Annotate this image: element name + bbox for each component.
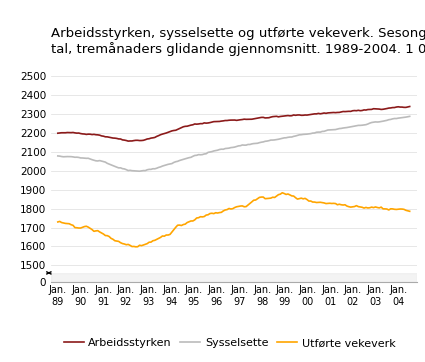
Sysselsette — [407, 114, 412, 118]
Arbeidsstyrken — [326, 111, 331, 115]
Sysselsette — [137, 169, 142, 173]
Utførte vekeverk — [133, 245, 139, 249]
Line: Arbeidsstyrken: Arbeidsstyrken — [58, 106, 410, 141]
Bar — [51, 273, 416, 282]
Arbeidsstyrken — [276, 115, 281, 119]
Utførte vekeverk — [276, 193, 281, 197]
Arbeidsstyrken — [126, 139, 131, 143]
Utførte vekeverk — [224, 207, 230, 212]
Text: Arbeidsstyrken, sysselsette og utførte vekeverk. Sesongjusterte
tal, tremånaders: Arbeidsstyrken, sysselsette og utførte v… — [51, 27, 425, 56]
Legend: Arbeidsstyrken, Sysselsette, Utførte vekeverk: Arbeidsstyrken, Sysselsette, Utførte vek… — [59, 334, 400, 353]
Utførte vekeverk — [327, 201, 332, 205]
Arbeidsstyrken — [108, 136, 113, 140]
Sysselsette — [108, 163, 113, 167]
Sysselsette — [55, 154, 60, 158]
Sysselsette — [224, 146, 230, 151]
Line: Utførte vekeverk: Utførte vekeverk — [58, 193, 410, 247]
Sysselsette — [261, 140, 266, 144]
Utførte vekeverk — [108, 236, 113, 241]
Sysselsette — [380, 119, 385, 123]
Utførte vekeverk — [280, 191, 285, 195]
Utførte vekeverk — [407, 209, 412, 214]
Arbeidsstyrken — [407, 104, 412, 109]
Arbeidsstyrken — [224, 118, 230, 123]
Line: Sysselsette: Sysselsette — [58, 116, 410, 171]
Utførte vekeverk — [55, 220, 60, 224]
Arbeidsstyrken — [380, 107, 385, 111]
Utførte vekeverk — [261, 195, 266, 199]
Sysselsette — [326, 128, 331, 132]
Arbeidsstyrken — [55, 131, 60, 135]
Sysselsette — [276, 137, 281, 142]
Arbeidsstyrken — [261, 115, 266, 119]
Utførte vekeverk — [382, 207, 388, 211]
